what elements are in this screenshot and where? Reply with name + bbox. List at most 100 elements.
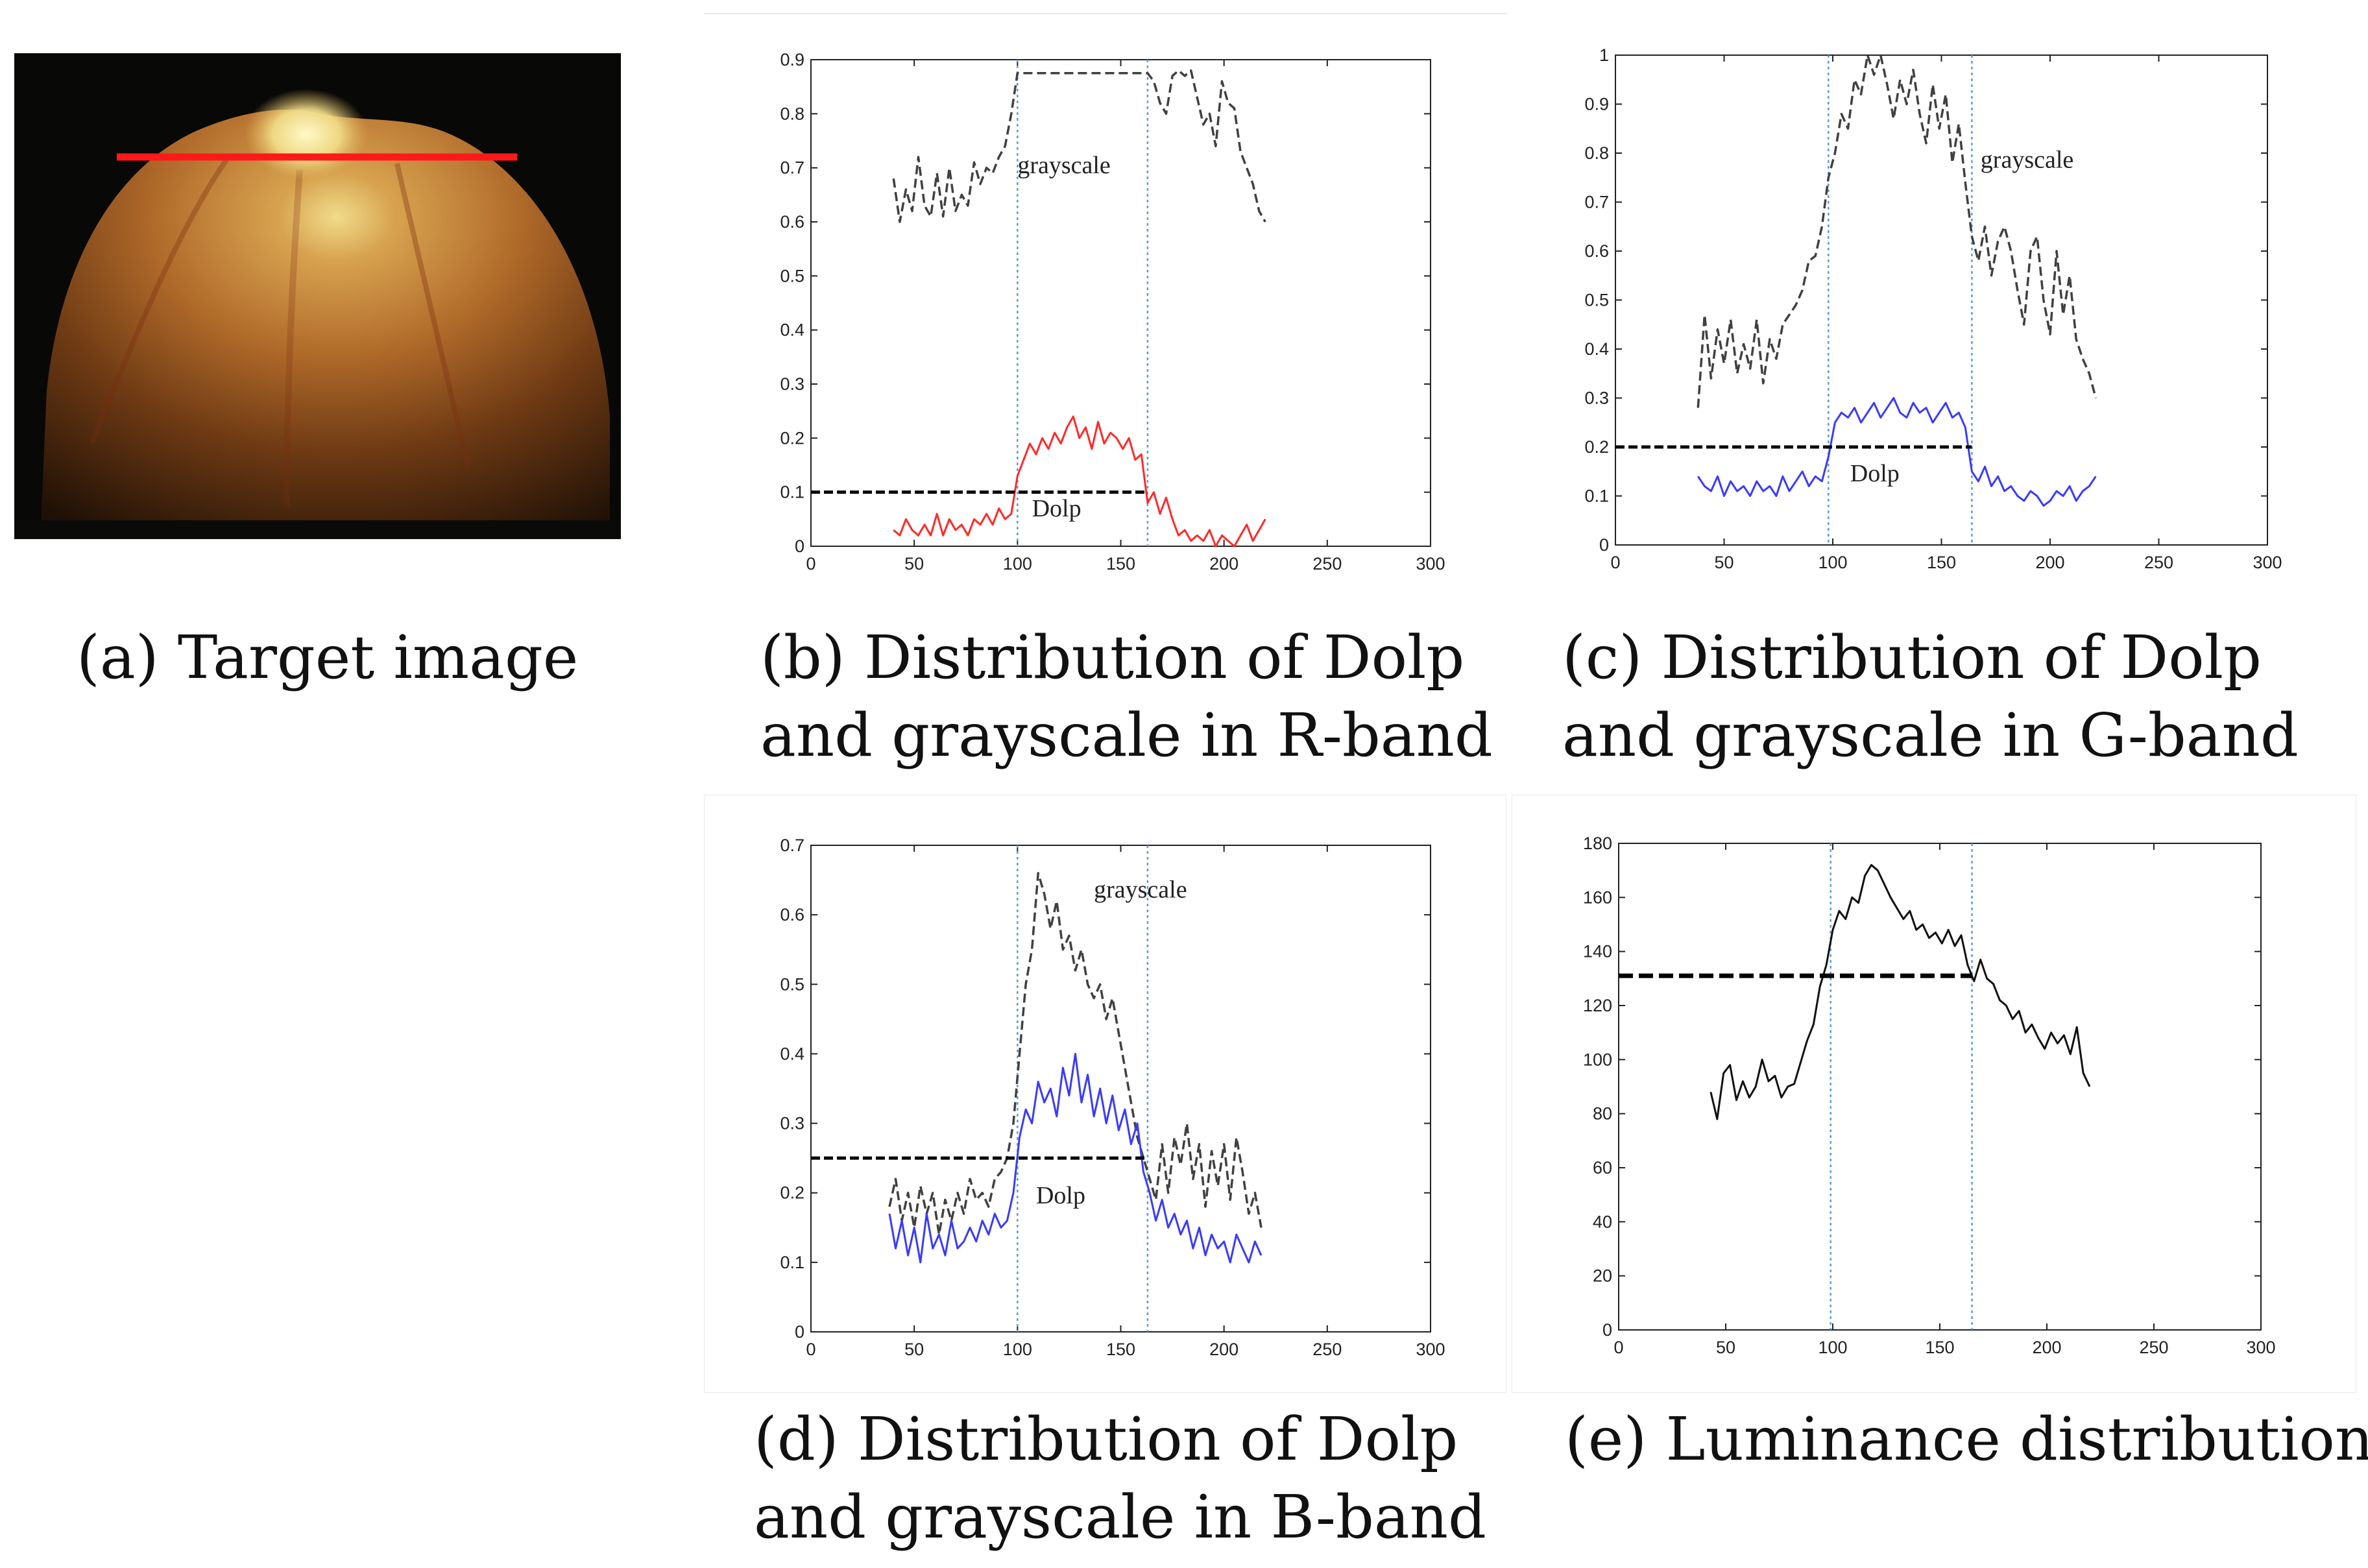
x-tick-label: 50	[1714, 553, 1734, 572]
annotation-label: grayscale	[1981, 147, 2073, 174]
y-tick-label: 20	[1593, 1266, 1612, 1286]
y-tick-label: 0.2	[1584, 437, 1609, 457]
y-tick-label: 0.9	[780, 50, 804, 69]
x-tick-label: 50	[1716, 1338, 1735, 1357]
y-tick-label: 0.8	[1584, 143, 1609, 163]
target-image-panel	[14, 53, 621, 540]
caption-c-line2: and grayscale in G-band	[1562, 701, 2299, 770]
series-luminance-line	[1710, 863, 2091, 1120]
axes-box	[810, 59, 1431, 547]
annotation-label: Dolp	[1850, 460, 1900, 487]
chart-c-svg: 0 50 100 150 200 250 300 0 0.1 0.2 0.3 0.4 0.5 0.6 0.7…	[1584, 45, 2282, 572]
x-tick-label: 100	[1003, 554, 1032, 573]
y-tick-label: 100	[1583, 1050, 1612, 1069]
chart-e-svg: 0 50 100 150 200 250 300 0 20 40 60 80 100 120 140 160 1…	[1583, 834, 2276, 1357]
y-tick-label: 0.7	[780, 158, 804, 178]
x-tick-label: 250	[2144, 553, 2173, 572]
y-tick-label: 0.4	[780, 1044, 804, 1063]
x-tick-label: 0	[1613, 1338, 1623, 1357]
x-tick-label: 150	[1925, 1338, 1954, 1357]
y-tick-label: 0.2	[780, 428, 804, 448]
panel-d-frame	[704, 795, 1506, 1393]
y-tick-label: 140	[1583, 942, 1612, 961]
y-tick-label: 160	[1583, 887, 1612, 907]
x-tick-label: 300	[2253, 553, 2282, 572]
y-tick-label: 0.1	[780, 1253, 804, 1272]
y-tick-label: 0.6	[1584, 241, 1609, 261]
y-tick-label: 0.5	[780, 266, 804, 285]
caption-d-line2: and grayscale in B-band	[754, 1482, 1486, 1552]
y-tick-label: 0.7	[780, 836, 804, 855]
caption-b-line2: and grayscale in R-band	[760, 701, 1493, 770]
series-dolp-line	[893, 415, 1266, 548]
y-tick-label: 0.5	[1584, 291, 1609, 310]
y-tick-label: 0.7	[1584, 193, 1609, 212]
panel-e-frame	[1512, 795, 2356, 1393]
y-tick-label: 0.3	[780, 1114, 804, 1133]
x-tick-label: 200	[1209, 1340, 1238, 1359]
y-tick-label: 0.1	[1584, 487, 1609, 506]
x-tick-label: 250	[1312, 554, 1342, 573]
y-tick-label: 0.5	[780, 974, 804, 994]
x-tick-label: 150	[1927, 553, 1956, 572]
y-tick-label: 0	[1599, 535, 1609, 555]
axes-box	[1615, 54, 2268, 546]
annotation-label: grayscale	[1094, 876, 1187, 903]
caption-d-line1: (d) Distribution of Dolp	[754, 1405, 1458, 1474]
x-tick-label: 0	[806, 554, 816, 573]
series-dolp-line	[1697, 397, 2097, 507]
caption-c-line1: (c) Distribution of Dolp	[1562, 623, 2262, 692]
y-tick-label: 0.4	[1584, 339, 1609, 359]
caption-a: (a) Target image	[77, 623, 579, 692]
annotation-label: grayscale	[1017, 152, 1110, 179]
caption-b-line1: (b) Distribution of Dolp	[760, 623, 1465, 692]
x-tick-label: 250	[1312, 1340, 1342, 1359]
x-tick-label: 50	[904, 554, 924, 573]
x-tick-label: 100	[1818, 1338, 1847, 1357]
y-tick-label: 0.8	[780, 104, 804, 123]
y-tick-label: 0	[1602, 1320, 1612, 1340]
chart-panel-b: 0 50 100 150 200 250 300 0 0.1 0.2 0.3 0.4 0.5 0.6 0.7…	[704, 13, 1505, 607]
series-grayscale-line	[888, 872, 1263, 1236]
series-grayscale-line	[892, 69, 1266, 223]
series-dolp-line	[888, 1052, 1263, 1264]
x-tick-label: 0	[806, 1340, 816, 1359]
x-tick-label: 300	[2246, 1338, 2275, 1357]
y-tick-label: 60	[1593, 1158, 1612, 1177]
y-tick-label: 0.4	[780, 320, 804, 340]
chart-panel-c: 0 50 100 150 200 250 300 0 0.1 0.2 0.3 0.4 0.5 0.6 0.7…	[1512, 13, 2355, 607]
chart-b-svg: 0 50 100 150 200 250 300 0 0.1 0.2 0.3 0.4 0.5 0.6 0.7…	[780, 50, 1445, 573]
x-tick-label: 300	[1416, 554, 1445, 573]
caption-e: (e) Luminance distribution	[1565, 1405, 2368, 1474]
y-tick-label: 0.9	[1584, 95, 1609, 114]
chart-panel-e: 0 50 100 150 200 250 300 0 20 40 60 80 100 120 140 160 1…	[1512, 795, 2355, 1392]
y-tick-label: 180	[1583, 834, 1612, 853]
x-tick-label: 300	[1416, 1340, 1445, 1359]
x-tick-label: 200	[1209, 554, 1238, 573]
annotation-label: Dolp	[1032, 495, 1081, 522]
y-tick-label: 0.2	[780, 1183, 804, 1203]
y-tick-label: 0.3	[1584, 389, 1609, 408]
y-tick-label: 0	[795, 1322, 804, 1342]
y-tick-label: 1	[1599, 45, 1609, 65]
y-tick-label: 40	[1593, 1212, 1612, 1231]
y-tick-label: 0.1	[780, 483, 804, 502]
chart-panel-d: 0 50 100 150 200 250 300 0 0.1 0.2 0.3 0.4 0.5 0.6 0.7…	[704, 795, 1505, 1392]
x-tick-label: 50	[904, 1340, 924, 1359]
annotation-label: Dolp	[1036, 1182, 1085, 1209]
y-tick-label: 0.3	[780, 374, 804, 394]
apple-photo	[14, 53, 621, 540]
y-tick-label: 0.6	[780, 905, 804, 924]
panel-b-frame	[704, 13, 1506, 14]
x-tick-label: 150	[1106, 554, 1135, 573]
x-tick-label: 200	[2035, 553, 2064, 572]
y-tick-label: 120	[1583, 996, 1612, 1015]
chart-d-svg: 0 50 100 150 200 250 300 0 0.1 0.2 0.3 0.4 0.5 0.6 0.7…	[780, 836, 1445, 1359]
y-tick-label: 0.6	[780, 212, 804, 232]
x-tick-label: 150	[1106, 1340, 1135, 1359]
x-tick-label: 100	[1818, 553, 1847, 572]
x-tick-label: 0	[1610, 553, 1620, 572]
x-tick-label: 200	[2032, 1338, 2061, 1357]
x-tick-label: 250	[2139, 1338, 2168, 1357]
x-tick-label: 100	[1003, 1340, 1032, 1359]
